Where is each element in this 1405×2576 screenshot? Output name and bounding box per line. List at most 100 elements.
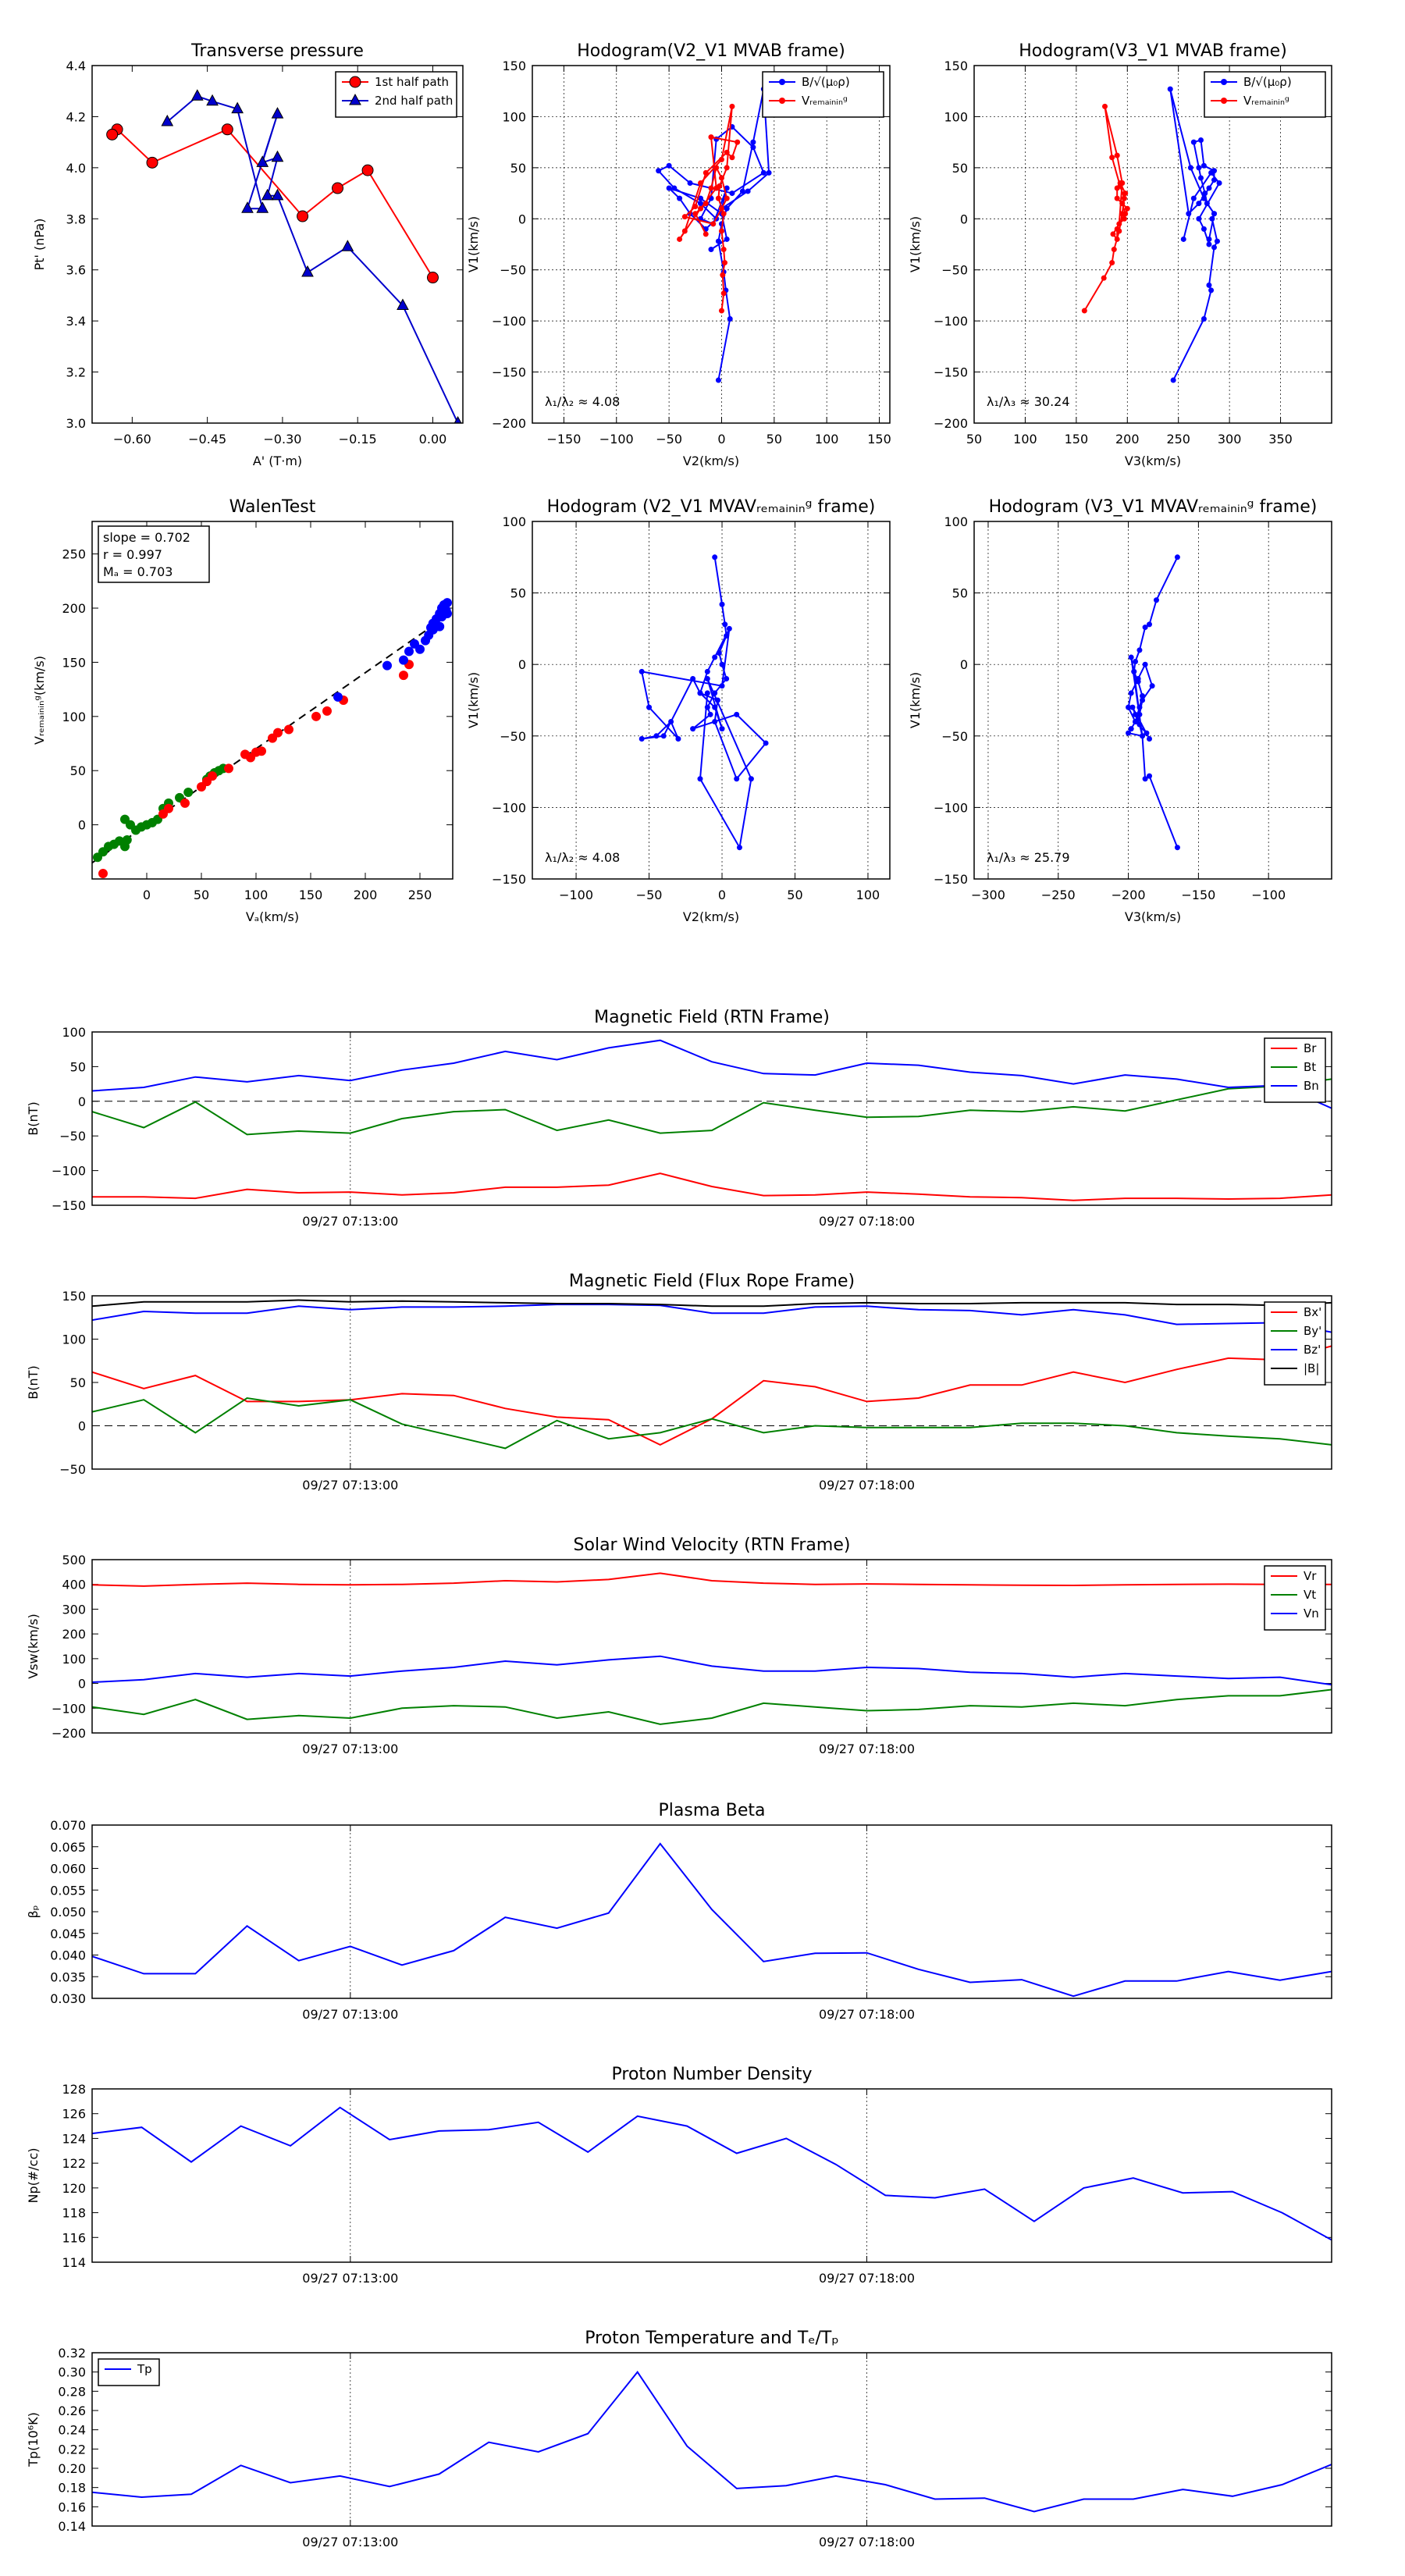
data-point <box>715 238 721 244</box>
data-point <box>1136 704 1143 710</box>
data-point <box>399 671 408 681</box>
data-point <box>1190 139 1197 145</box>
legend: Bx' By' Bz' |B| <box>1264 1301 1326 1386</box>
data-point <box>687 180 693 186</box>
y-tick-label: −50 <box>500 729 526 744</box>
plot-area <box>656 86 772 383</box>
data-point <box>714 697 720 703</box>
stats-box <box>98 525 210 583</box>
data-point <box>681 214 688 220</box>
y-tick-label: 0.050 <box>50 1905 86 1920</box>
legend-label: Vt <box>1304 1588 1316 1602</box>
data-point <box>638 668 645 674</box>
data-point <box>1198 137 1204 144</box>
data-point <box>301 265 314 277</box>
data-point <box>713 165 720 171</box>
data-point <box>241 201 254 213</box>
data-point <box>671 185 678 191</box>
data-point <box>1196 201 1202 207</box>
data-point <box>702 169 709 176</box>
y-tick-label: 0.16 <box>58 2500 86 2514</box>
data-point <box>720 272 726 278</box>
chart-title: Hodogram (V2_V1 MVAVᵣₑₘₐᵢₙᵢₙᵍ frame) <box>547 497 876 517</box>
data-point <box>1133 711 1139 717</box>
data-point <box>1180 236 1186 242</box>
data-point <box>1200 195 1207 201</box>
y-tick-label: 0 <box>960 657 968 672</box>
data-point <box>729 155 735 161</box>
y-tick-label: 0.040 <box>50 1948 86 1963</box>
x-tick-label: −0.60 <box>113 432 151 447</box>
stats-text: slope = 0.702 <box>103 530 190 545</box>
data-point <box>760 169 767 176</box>
data-point <box>745 188 751 194</box>
y-tick-label: −200 <box>934 416 968 431</box>
data-point <box>698 195 704 201</box>
data-point <box>660 733 667 739</box>
x-tick-label: 0 <box>718 888 726 902</box>
data-point <box>1114 152 1120 158</box>
stats-text: r = 0.997 <box>103 547 162 562</box>
y-tick-label: 200 <box>62 1627 86 1642</box>
data-point <box>1114 195 1120 201</box>
data-point <box>1216 180 1222 186</box>
data-point <box>106 128 119 141</box>
y-tick-label: 50 <box>70 1375 86 1390</box>
data-point <box>692 204 699 210</box>
data-point <box>273 728 283 738</box>
data-point <box>1111 247 1117 253</box>
plot-area <box>106 89 462 423</box>
data-point <box>1109 260 1115 266</box>
y-tick-label: −50 <box>941 263 968 278</box>
data-point <box>404 646 414 656</box>
data-point <box>724 676 730 682</box>
x-tick-label: 50 <box>966 432 982 447</box>
data-point <box>311 711 321 721</box>
legend: 1st half path 2nd half path <box>335 71 457 118</box>
legend-box <box>98 2358 160 2386</box>
legend-box <box>1264 1301 1326 1386</box>
data-point <box>231 101 244 114</box>
data-point <box>1136 721 1143 728</box>
y-tick-label: 0.32 <box>58 2346 86 2361</box>
data-point <box>719 726 725 732</box>
x-tick-label: −150 <box>546 432 581 447</box>
data-point <box>1116 221 1122 227</box>
x-tick-label: 200 <box>1115 432 1140 447</box>
legend: B/√(μ₀ρ) Vᵣₑₘₐᵢₙᵢₙᵍ <box>762 71 884 118</box>
x-tick-label: −0.30 <box>263 432 301 447</box>
data-point <box>727 316 733 322</box>
y-tick-label: 0.14 <box>58 2519 86 2534</box>
y-axis-label: Np(#/cc) <box>26 2148 41 2204</box>
data-point <box>724 205 730 212</box>
x-tick-label: −50 <box>656 432 682 447</box>
x-tick-label: −0.15 <box>339 432 377 447</box>
data-point <box>1211 211 1218 217</box>
data-point <box>1211 244 1218 251</box>
data-point <box>1136 647 1143 653</box>
data-point <box>1081 308 1087 314</box>
y-tick-label: −200 <box>52 1726 86 1741</box>
x-tick-label: 09/27 07:18:00 <box>819 2007 915 2022</box>
x-tick-label: 100 <box>1013 432 1037 447</box>
data-point <box>698 205 704 212</box>
plot-area <box>92 1039 1332 1201</box>
y-tick-label: 150 <box>502 59 526 73</box>
plot-frame <box>532 521 891 880</box>
data-point <box>1133 718 1139 724</box>
x-axis-label: V3(km/s) <box>1125 454 1181 468</box>
data-point <box>1110 231 1116 237</box>
x-tick-label: 0 <box>143 888 151 902</box>
data-point <box>1206 282 1212 288</box>
y-tick-label: 4.0 <box>66 161 86 176</box>
data-point <box>718 205 724 212</box>
y-tick-label: 126 <box>62 2107 86 2122</box>
data-point <box>1128 726 1134 732</box>
y-tick-label: 3.8 <box>66 212 86 226</box>
x-tick-label: 50 <box>194 888 209 902</box>
y-axis-label: V1(km/s) <box>466 672 481 728</box>
data-point <box>180 798 190 808</box>
y-tick-label: 3.2 <box>66 365 86 380</box>
data-point <box>1206 241 1212 247</box>
